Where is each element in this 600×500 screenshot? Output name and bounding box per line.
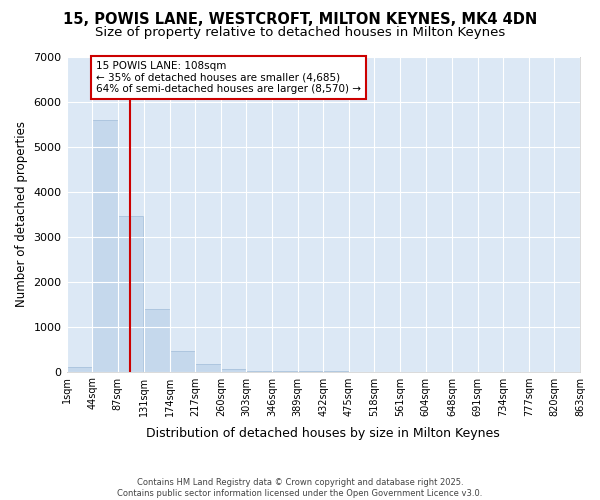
X-axis label: Distribution of detached houses by size in Milton Keynes: Distribution of detached houses by size … xyxy=(146,427,500,440)
Text: Contains HM Land Registry data © Crown copyright and database right 2025.
Contai: Contains HM Land Registry data © Crown c… xyxy=(118,478,482,498)
Text: 15 POWIS LANE: 108sqm
← 35% of detached houses are smaller (4,685)
64% of semi-d: 15 POWIS LANE: 108sqm ← 35% of detached … xyxy=(96,61,361,94)
Y-axis label: Number of detached properties: Number of detached properties xyxy=(15,121,28,307)
Bar xyxy=(67,367,92,372)
Text: Size of property relative to detached houses in Milton Keynes: Size of property relative to detached ho… xyxy=(95,26,505,39)
Bar xyxy=(221,369,247,372)
Bar xyxy=(170,351,195,372)
Bar xyxy=(144,310,170,372)
Bar xyxy=(118,216,143,372)
Bar xyxy=(247,370,272,372)
Text: 15, POWIS LANE, WESTCROFT, MILTON KEYNES, MK4 4DN: 15, POWIS LANE, WESTCROFT, MILTON KEYNES… xyxy=(63,12,537,28)
Bar xyxy=(92,120,118,372)
Bar xyxy=(195,364,221,372)
